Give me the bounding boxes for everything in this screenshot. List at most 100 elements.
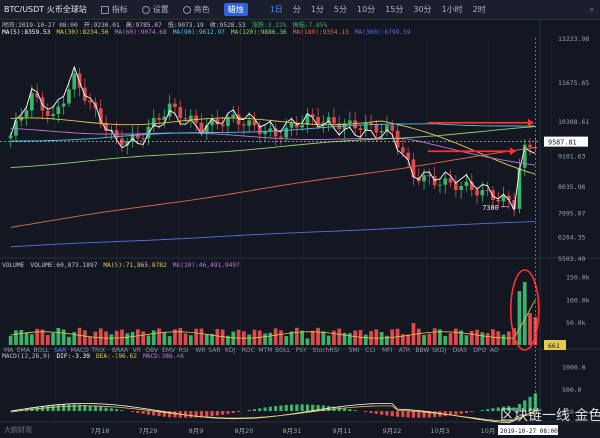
macd-bar — [104, 407, 108, 412]
volume-bar — [321, 331, 326, 345]
indicator-tab[interactable]: PSY — [296, 347, 307, 354]
color-theme-button[interactable]: 亮色 — [176, 4, 217, 15]
macd-bar — [258, 408, 262, 412]
macd-tick-label: 1000.0 — [562, 363, 586, 371]
candle-body — [506, 195, 511, 200]
volume-bar — [188, 335, 193, 345]
period-tab[interactable]: 1日 — [269, 5, 283, 14]
volume-bar — [109, 334, 114, 345]
ma360-line — [10, 220, 536, 248]
indicator-tab[interactable]: RSI — [179, 347, 189, 354]
ma30-line — [10, 117, 536, 175]
price-tick-label: 5503.40 — [558, 255, 585, 263]
volume-bar — [199, 328, 204, 345]
indicator-tab[interactable]: AO — [490, 347, 499, 354]
indicator-tab[interactable]: ROC — [242, 347, 255, 354]
indicator-tab[interactable]: EMV — [162, 347, 176, 354]
volume-bar — [252, 329, 257, 345]
chart-type-button[interactable]: 蜡烛 — [217, 3, 255, 16]
macd-bar — [517, 403, 522, 412]
date-tick-label: 7月29 — [139, 427, 158, 435]
indicator-tab[interactable]: SAR — [54, 347, 66, 354]
indicator-tab[interactable]: EMA — [17, 347, 31, 354]
volume-bar — [411, 323, 416, 345]
indicator-tab[interactable]: MFI — [382, 347, 393, 354]
indicator-tab[interactable]: MTM — [258, 347, 272, 354]
volume-tick-label: 100.0k — [566, 296, 590, 304]
date-tick-label: 8月31 — [283, 427, 302, 435]
macd-bar — [448, 411, 453, 416]
macd-bar — [236, 411, 241, 413]
indicator-tab[interactable]: SMI — [349, 347, 360, 354]
candle-body — [528, 144, 532, 148]
indicator-tab[interactable]: WR — [196, 347, 206, 354]
macd-bar — [231, 411, 235, 413]
candle-body — [390, 125, 395, 131]
indicator-tab[interactable]: DPO — [473, 347, 486, 354]
date-tick-label: 10月3 — [431, 427, 450, 435]
ma180-line — [10, 147, 536, 228]
volume-bar — [353, 330, 358, 345]
indicator-tab[interactable]: TRIX — [90, 347, 105, 354]
indicator-tab[interactable]: KDJ — [225, 347, 236, 354]
volume-bar — [157, 328, 161, 345]
candle-body — [273, 128, 278, 137]
macd-bar — [221, 411, 225, 415]
indicator-tab[interactable]: CCI — [365, 347, 375, 354]
period-tab[interactable]: 2时 — [472, 5, 486, 14]
indicator-tab[interactable]: ATR — [399, 347, 410, 354]
macd-bar — [146, 411, 151, 415]
macd-bar — [183, 411, 188, 418]
indicator-tab[interactable]: OBV — [145, 347, 159, 354]
candle-body — [104, 122, 108, 131]
volume-bar — [406, 334, 411, 345]
volume-bar — [448, 333, 453, 345]
indicator-tab[interactable]: BOLL — [275, 347, 291, 354]
indicator-tab[interactable]: SAR — [208, 347, 220, 354]
volume-bar — [284, 336, 289, 345]
volume-bar — [400, 334, 405, 345]
candle-body — [231, 114, 236, 118]
indicator-tab[interactable]: VR — [133, 347, 141, 354]
indicator-tab[interactable]: MA — [4, 347, 14, 354]
volume-bar — [305, 338, 310, 345]
macd-bar — [210, 411, 214, 417]
macd-bar — [226, 411, 230, 414]
candle-body — [14, 120, 18, 136]
period-tab[interactable]: 5分 — [333, 5, 347, 14]
indicator-button[interactable]: 指标 — [94, 4, 135, 15]
macd-bar — [470, 411, 474, 412]
period-tab[interactable]: 10分 — [357, 5, 376, 14]
indicator-tab[interactable]: DIAS — [453, 347, 467, 354]
candle-body — [130, 134, 135, 142]
search-icon[interactable]: ⌕ — [589, 4, 594, 14]
indicator-tab[interactable]: MACD — [71, 347, 89, 354]
candle-body — [438, 184, 442, 186]
period-tab[interactable]: 1分 — [310, 5, 324, 14]
period-tab[interactable]: 分 — [292, 5, 301, 14]
macd-bar — [19, 409, 23, 412]
settings-button[interactable]: 设置 — [135, 4, 176, 15]
indicator-tab[interactable]: BRAR — [112, 347, 128, 354]
macd-bar — [486, 409, 490, 412]
indicator-tab[interactable]: BOLL — [34, 347, 50, 354]
candle-body — [204, 125, 209, 133]
indicator-tab[interactable]: BBW — [415, 347, 429, 354]
period-tab[interactable]: 30分 — [413, 5, 432, 14]
volume-bar — [40, 329, 45, 345]
date-tick-label: 8月20 — [235, 427, 254, 435]
period-tab[interactable]: 15分 — [385, 5, 404, 14]
macd-bar — [93, 406, 98, 412]
macd-bar — [528, 396, 532, 412]
indicator-tab[interactable]: StochRSI — [312, 347, 339, 354]
period-tab[interactable]: 1小时 — [441, 5, 463, 14]
volume-bar — [347, 333, 352, 345]
macd-bar — [337, 407, 341, 412]
volume-bar — [210, 333, 214, 345]
indicator-tab[interactable]: SKDJ — [432, 347, 446, 354]
macd-bar — [51, 404, 55, 412]
candle-body — [268, 128, 273, 132]
candle-body — [247, 120, 252, 126]
volume-highlight-circle — [509, 269, 540, 351]
